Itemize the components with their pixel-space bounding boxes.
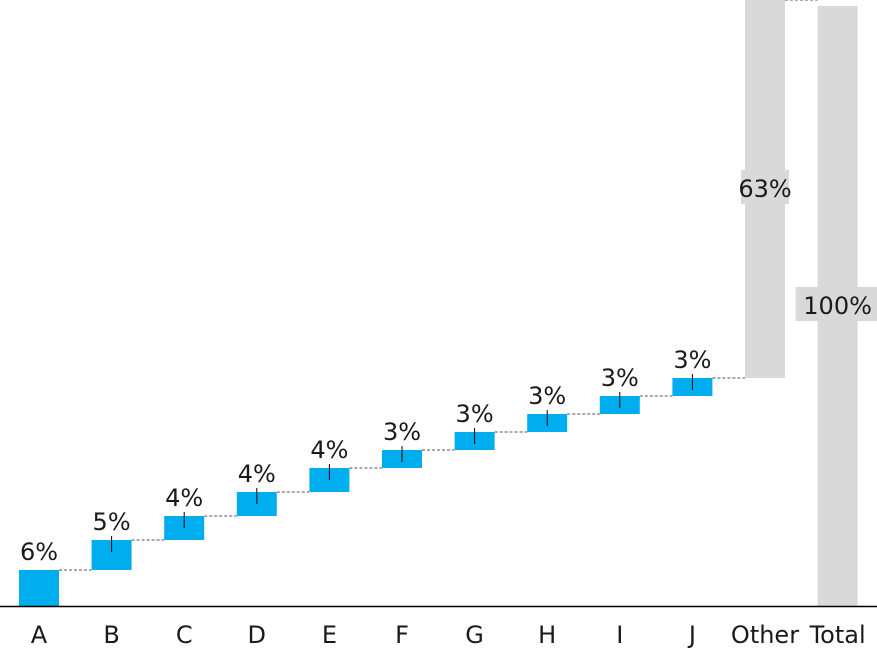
data-label-g: 3% (456, 400, 494, 428)
x-axis-tick-labels: A B C D E F G H I J Other Total (31, 621, 866, 649)
tick-label-j: J (687, 621, 696, 649)
data-label-h: 3% (528, 382, 566, 410)
data-label-b: 5% (93, 508, 131, 536)
tick-label-g: G (465, 621, 484, 649)
data-labels: 6% 5% 4% 4% 4% 3% 3% 3% 3% 3% 63% 100% (20, 170, 877, 566)
tick-label-f: F (395, 621, 409, 649)
tick-label-b: B (103, 621, 119, 649)
tick-label-other: Other (731, 621, 799, 649)
data-label-f: 3% (383, 418, 421, 446)
connector-lines (59, 0, 818, 571)
tick-label-total: Total (809, 621, 866, 649)
data-label-d: 4% (238, 460, 276, 488)
tick-label-c: C (176, 621, 193, 649)
data-label-c: 4% (165, 484, 203, 512)
data-label-i: 3% (601, 364, 639, 392)
bar-a (19, 570, 59, 606)
chart-bars (19, 0, 858, 606)
data-label-other: 63% (738, 175, 791, 203)
data-label-a: 6% (20, 538, 58, 566)
data-label-total: 100% (803, 292, 872, 320)
data-label-e: 4% (310, 436, 348, 464)
data-label-bg (741, 170, 789, 204)
data-label-bg (795, 287, 877, 321)
tick-label-i: I (616, 621, 623, 649)
tick-label-a: A (31, 621, 48, 649)
data-label-j: 3% (673, 346, 711, 374)
tick-label-d: D (248, 621, 266, 649)
tick-label-e: E (322, 621, 337, 649)
tick-label-h: H (538, 621, 556, 649)
